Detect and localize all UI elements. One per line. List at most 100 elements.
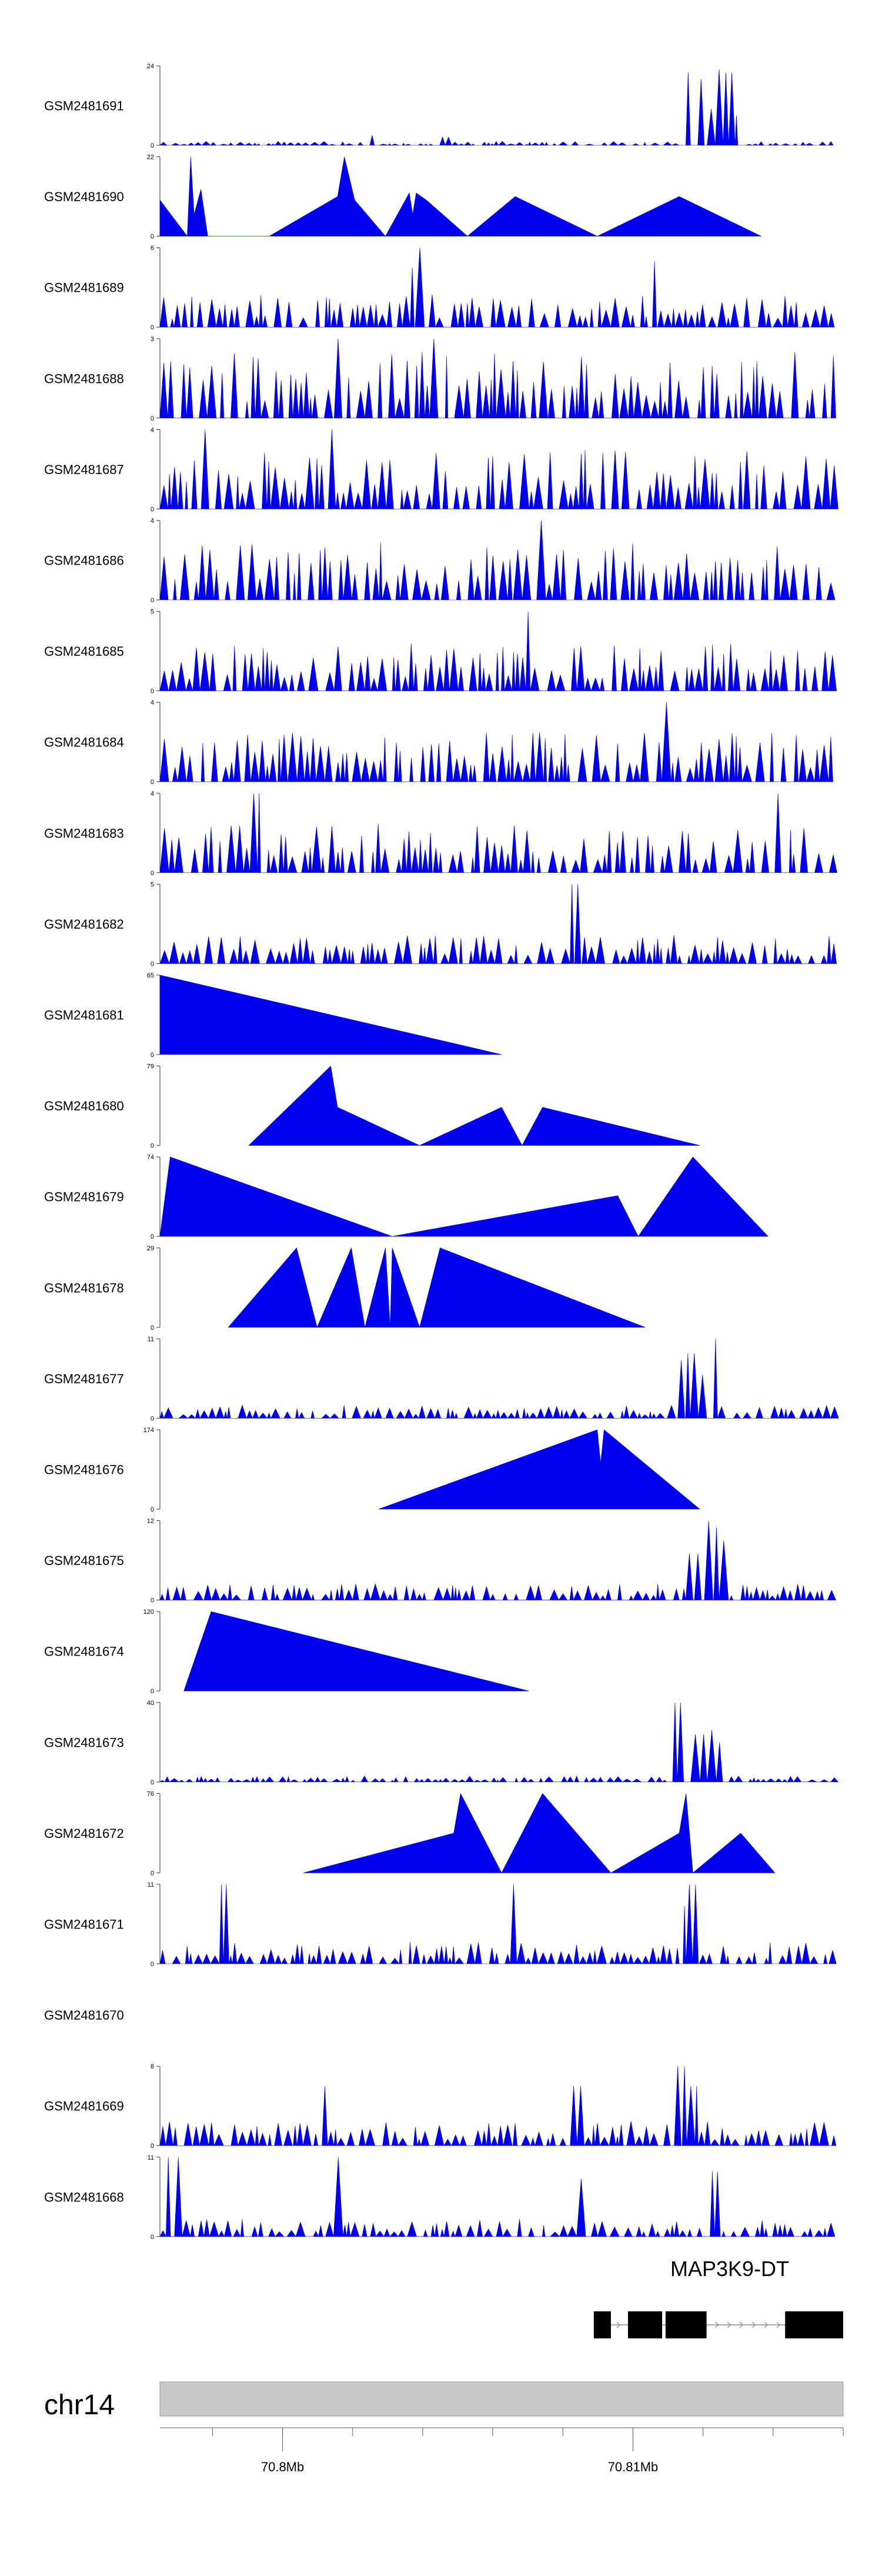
y-tick-max-label: 65	[147, 972, 154, 979]
y-tick-max-label: 24	[147, 63, 154, 70]
track-label-GSM2481669: GSM2481669	[44, 2099, 124, 2114]
track-label-GSM2481674: GSM2481674	[44, 1644, 124, 1659]
y-tick-max-label: 4	[151, 699, 154, 706]
gene-strand-arrow	[776, 2321, 780, 2328]
y-tick-max-label: 3	[151, 336, 154, 343]
signal-area-GSM2481690	[159, 156, 761, 237]
y-tick-zero-label: 0	[151, 870, 154, 877]
chromosome-ideogram	[159, 2381, 844, 2417]
track-label-GSM2481691: GSM2481691	[44, 99, 124, 114]
track-label-GSM2481679: GSM2481679	[44, 1190, 124, 1204]
y-tick-zero-label: 0	[151, 2234, 154, 2241]
track-label-GSM2481676: GSM2481676	[44, 1463, 124, 1477]
y-tick-zero-label: 0	[151, 1506, 154, 1513]
track-label-GSM2481673: GSM2481673	[44, 1735, 124, 1750]
y-tick-zero-label: 0	[151, 1779, 154, 1786]
y-tick-max-label: 29	[147, 1245, 154, 1252]
y-tick-zero-label: 0	[151, 1688, 154, 1695]
signal-area-GSM2481674	[183, 1611, 529, 1691]
track-label-GSM2481683: GSM2481683	[44, 826, 124, 840]
y-tick-max-label: 40	[147, 1700, 154, 1707]
y-tick-zero-label: 0	[151, 960, 154, 967]
y-tick-max-label: 4	[151, 426, 154, 433]
gene-strand-arrow	[616, 2321, 620, 2328]
gene-label: MAP3K9-DT	[670, 2257, 789, 2281]
track-label-GSM2481671: GSM2481671	[44, 1917, 124, 1932]
track-label-GSM2481670: GSM2481670	[44, 2008, 124, 2023]
signal-area-GSM2481686	[159, 520, 836, 600]
signal-area-GSM2481688	[159, 338, 836, 419]
y-tick-max-label: 11	[148, 1881, 154, 1888]
y-tick-zero-label: 0	[151, 2143, 154, 2150]
track-label-GSM2481672: GSM2481672	[44, 1826, 124, 1841]
y-tick-zero-label: 0	[151, 415, 154, 422]
y-tick-zero-label: 0	[151, 1324, 154, 1332]
y-tick-zero-label: 0	[151, 324, 154, 331]
track-label-GSM2481682: GSM2481682	[44, 917, 124, 932]
track-label-GSM2481668: GSM2481668	[44, 2190, 124, 2204]
signal-area-GSM2481689	[159, 248, 835, 328]
signal-area-GSM2481681	[159, 975, 502, 1055]
y-tick-zero-label: 0	[151, 233, 154, 241]
signal-area-GSM2481669	[159, 2066, 837, 2147]
signal-area-GSM2481671	[159, 1884, 837, 1965]
signal-area-GSM2481687	[159, 429, 838, 509]
y-tick-max-label: 22	[147, 154, 154, 161]
track-label-GSM2481677: GSM2481677	[44, 1372, 124, 1386]
track-label-GSM2481687: GSM2481687	[44, 462, 124, 477]
y-tick-max-label: 5	[151, 609, 154, 616]
y-tick-zero-label: 0	[151, 1870, 154, 1877]
y-tick-zero-label: 0	[151, 688, 154, 695]
signal-area-GSM2481673	[159, 1702, 839, 1783]
track-label-GSM2481688: GSM2481688	[44, 371, 124, 386]
y-tick-max-label: 74	[147, 1154, 154, 1161]
y-tick-zero-label: 0	[151, 779, 154, 786]
signal-area-GSM2481672	[303, 1793, 776, 1874]
track-label-GSM2481678: GSM2481678	[44, 1280, 124, 1295]
signal-area-GSM2481668	[159, 2157, 836, 2237]
y-tick-zero-label: 0	[151, 142, 154, 149]
genome-axis-label: 70.8Mb	[261, 2460, 304, 2474]
signal-area-GSM2481675	[159, 1520, 836, 1601]
y-tick-max-label: 4	[151, 790, 154, 798]
gene-strand-arrow	[739, 2321, 744, 2328]
y-tick-max-label: 6	[151, 245, 154, 252]
signal-area-GSM2481676	[378, 1429, 700, 1510]
track-label-GSM2481681: GSM2481681	[44, 1008, 124, 1023]
gene-strand-arrow	[727, 2321, 731, 2328]
y-tick-max-label: 120	[143, 1609, 154, 1616]
y-tick-max-label: 4	[151, 518, 154, 525]
signal-area-GSM2481680	[248, 1065, 700, 1146]
track-label-GSM2481684: GSM2481684	[44, 735, 124, 750]
signal-area-GSM2481679	[159, 1156, 769, 1237]
y-tick-max-label: 12	[147, 1518, 154, 1525]
y-tick-zero-label: 0	[151, 1052, 154, 1059]
gene-exon-4	[785, 2311, 843, 2338]
signal-area-GSM2481691	[159, 69, 834, 146]
y-tick-max-label: 76	[147, 1790, 154, 1797]
y-tick-max-label: 11	[148, 2154, 154, 2161]
track-label-GSM2481685: GSM2481685	[44, 644, 124, 659]
gene-exon-1	[593, 2311, 611, 2338]
signal-area-GSM2481678	[228, 1247, 646, 1328]
track-label-GSM2481689: GSM2481689	[44, 281, 124, 295]
signal-area-GSM2481677	[159, 1339, 839, 1419]
track-label-GSM2481686: GSM2481686	[44, 553, 124, 568]
y-tick-zero-label: 0	[151, 506, 154, 513]
y-tick-zero-label: 0	[151, 1233, 154, 1240]
y-tick-zero-label: 0	[151, 597, 154, 604]
y-tick-zero-label: 0	[151, 1415, 154, 1422]
y-tick-max-label: 5	[151, 881, 154, 888]
chromosome-label: chr14	[44, 2390, 115, 2421]
gene-strand-arrow	[764, 2321, 768, 2328]
gene-strand-arrow	[714, 2321, 719, 2328]
signal-area-GSM2481684	[159, 702, 833, 782]
y-tick-max-label: 79	[147, 1063, 154, 1070]
signal-area-GSM2481683	[159, 793, 837, 873]
genome-axis-label: 70.81Mb	[608, 2460, 659, 2474]
gene-exon-2	[627, 2311, 663, 2338]
y-tick-max-label: 11	[148, 1336, 154, 1343]
gene-exon-3	[665, 2311, 707, 2338]
signal-area-GSM2481682	[159, 884, 837, 965]
